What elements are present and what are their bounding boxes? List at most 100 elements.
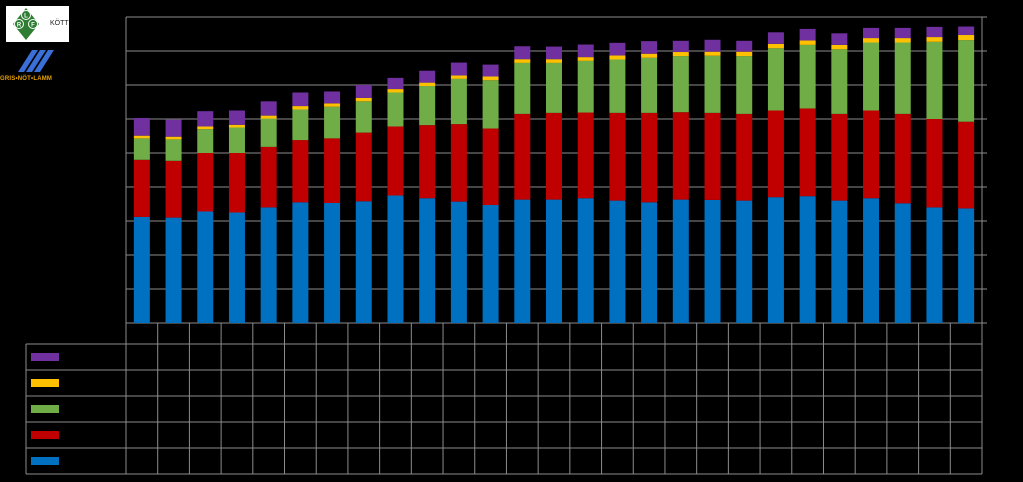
bar-segment xyxy=(197,129,214,153)
bar-segment xyxy=(324,138,341,203)
bar-segment xyxy=(260,115,277,119)
bar-segment xyxy=(292,106,309,110)
bar-segment xyxy=(165,119,182,137)
bar-segment xyxy=(577,44,594,58)
bar-segment xyxy=(767,197,784,323)
bar-segment xyxy=(704,199,721,323)
bar-segment xyxy=(450,78,467,125)
bar-segment xyxy=(958,121,975,209)
bar-segment xyxy=(324,91,341,104)
bar-segment xyxy=(324,202,341,323)
bar-segment xyxy=(926,26,943,38)
bar-segment xyxy=(514,199,531,323)
bar-segment xyxy=(514,113,531,200)
bar-segment xyxy=(197,126,214,130)
bar-segment xyxy=(704,39,721,52)
bar-segment xyxy=(577,112,594,199)
bar-segment xyxy=(926,207,943,323)
bar-segment xyxy=(387,92,404,127)
bar-segment xyxy=(799,40,816,45)
bar-segment xyxy=(641,112,658,203)
lrf-kott-logo: L R F KÖTT xyxy=(6,6,69,42)
bar-segment xyxy=(609,59,626,113)
bar-segment xyxy=(736,200,753,323)
badge-letter-l: L xyxy=(24,14,28,20)
bar-segment xyxy=(863,42,880,111)
bar-segment xyxy=(546,112,562,200)
bar-segment xyxy=(641,53,658,58)
bar-segment xyxy=(672,112,689,200)
bar-segment xyxy=(672,52,689,57)
bar-segment xyxy=(197,153,214,212)
bar-segment xyxy=(419,82,436,87)
bar-segment xyxy=(672,40,689,53)
bar-segment xyxy=(799,28,816,41)
bar-segment xyxy=(958,40,975,122)
legend-swatch xyxy=(31,405,59,413)
bar-segment xyxy=(482,80,499,129)
bar-segment xyxy=(736,113,753,201)
badge-letter-f: F xyxy=(31,23,35,29)
bar-segment xyxy=(609,55,626,60)
bar-segment xyxy=(831,44,848,50)
bar-segment xyxy=(926,41,943,119)
bar-segment xyxy=(736,51,753,57)
bar-segment xyxy=(577,57,594,61)
bar-segment xyxy=(387,77,404,90)
bar-segment xyxy=(355,201,372,323)
bar-segment xyxy=(546,62,562,113)
bar-segment xyxy=(831,49,848,114)
bar-segment xyxy=(641,57,658,113)
bar-segment xyxy=(355,101,372,133)
bar-segment xyxy=(894,42,911,114)
bar-segment xyxy=(450,75,467,79)
bar-segment xyxy=(672,56,689,113)
bar-segment xyxy=(165,136,182,140)
bar-segment xyxy=(133,135,150,139)
bar-segment xyxy=(767,43,784,49)
bar-segment xyxy=(799,108,816,197)
bar-segment xyxy=(419,125,436,199)
legend-swatch xyxy=(31,379,59,387)
bar-segment xyxy=(260,146,277,208)
bar-segment xyxy=(863,198,880,323)
bar-segment xyxy=(165,217,182,323)
bar-segment xyxy=(767,110,784,198)
bar-segment xyxy=(704,112,721,200)
bar-segment xyxy=(419,70,436,83)
logo-kott-text: KÖTT xyxy=(50,20,69,27)
bar-segment xyxy=(546,59,562,63)
bar-segment xyxy=(577,198,594,323)
legend-swatch xyxy=(31,457,59,465)
bar-segment xyxy=(672,199,689,323)
bar-segment xyxy=(165,160,182,218)
bar-segment xyxy=(514,62,531,114)
legend-swatch xyxy=(31,431,59,439)
bar-segment xyxy=(799,196,816,323)
bar-segment xyxy=(419,198,436,323)
bar-segment xyxy=(958,35,975,41)
bar-segment xyxy=(133,138,150,160)
bar-segment xyxy=(863,27,880,39)
bar-segment xyxy=(514,59,531,63)
bar-segment xyxy=(546,46,562,60)
bar-segment xyxy=(894,27,911,39)
bar-segment xyxy=(450,201,467,323)
bar-segment xyxy=(958,26,975,36)
bar-segment xyxy=(133,117,150,136)
bar-segment xyxy=(831,200,848,323)
bar-segment xyxy=(577,60,594,113)
bar-segment xyxy=(292,92,309,107)
bar-segment xyxy=(641,41,658,54)
bar-segment xyxy=(767,48,784,111)
bar-segment xyxy=(609,112,626,201)
bar-segment xyxy=(228,153,245,213)
bar-segment xyxy=(831,33,848,45)
bar-segment xyxy=(863,38,880,43)
bar-segment xyxy=(419,86,436,126)
brand-label: GRIS•NÖT•LAMM xyxy=(0,76,53,82)
bar-segment xyxy=(767,32,784,44)
bar-segment xyxy=(228,212,245,323)
bar-segment xyxy=(482,205,499,323)
